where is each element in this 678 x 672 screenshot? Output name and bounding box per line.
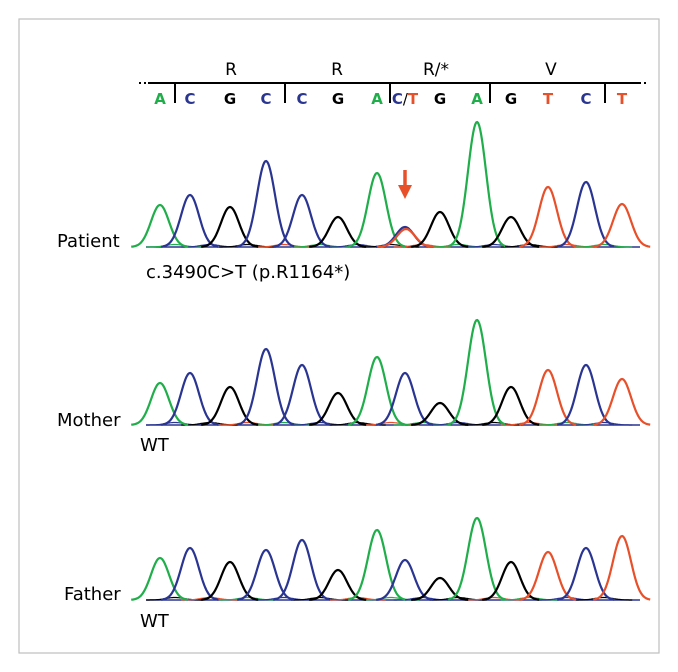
base-letter: G [505, 90, 517, 108]
base-letter: C/T [392, 90, 419, 108]
trace-variant-label: WT [140, 435, 170, 456]
trace-mother: Mother WT [57, 318, 651, 456]
peak-G [201, 385, 259, 426]
trace-father: Father WT [64, 516, 651, 632]
base-letter: A [471, 90, 483, 108]
base-letter: A [371, 90, 383, 108]
codon-label: R [331, 60, 343, 80]
peak-G [201, 205, 259, 248]
peak-A [347, 528, 406, 601]
peak-A [131, 203, 189, 248]
peak-C [161, 371, 219, 426]
peak-C [237, 548, 295, 601]
peak-C [376, 371, 434, 426]
noise-peak [575, 596, 633, 601]
noise-peak [575, 421, 633, 426]
peak-G [482, 385, 540, 426]
codon-header: R R R/* VA C G C C G A C/T G A G T C T [139, 60, 648, 108]
peak-A [347, 355, 406, 426]
trace-patient: Patient c.3490C>T (p.R1164*) [57, 120, 651, 283]
peak-G [411, 401, 469, 426]
peak-T [593, 534, 651, 601]
peak-T [593, 202, 651, 248]
peak-A [447, 120, 506, 248]
peak-G [309, 215, 367, 248]
trace-name-label: Father [64, 584, 121, 605]
peak-G [482, 215, 540, 248]
trace-name-label: Patient [57, 231, 120, 252]
base-letter: C [260, 90, 271, 108]
base-letter: T [543, 90, 554, 108]
peak-C [273, 538, 331, 601]
trace-variant-label: c.3490C>T (p.R1164*) [146, 262, 350, 283]
peak-G [411, 210, 469, 248]
base-letter: A [154, 90, 166, 108]
peak-C [557, 546, 615, 601]
base-letter: G [434, 90, 446, 108]
peak-C [273, 363, 331, 426]
peak-T-overlay [377, 227, 435, 248]
peak-A [131, 556, 189, 601]
peak-G [201, 560, 259, 601]
peak-T [593, 377, 651, 426]
noise-peak [575, 243, 633, 248]
peak-C [161, 546, 219, 601]
base-letter: C [184, 90, 195, 108]
base-letter: C [580, 90, 591, 108]
codon-label: R [225, 60, 237, 80]
peak-A [447, 318, 506, 426]
base-letter: G [332, 90, 344, 108]
peak-G [309, 568, 367, 601]
codon-label: R/* [423, 60, 449, 80]
peak-C [161, 193, 219, 248]
codon-label: V [545, 60, 557, 80]
trace-variant-label: WT [140, 611, 170, 632]
variant-arrow-icon [398, 185, 412, 199]
base-letter: C [296, 90, 307, 108]
peak-A [131, 381, 189, 426]
base-letter: T [617, 90, 628, 108]
base-letter: G [224, 90, 236, 108]
figure-border [18, 18, 660, 654]
trace-name-label: Mother [57, 410, 121, 431]
peak-G [411, 576, 469, 601]
